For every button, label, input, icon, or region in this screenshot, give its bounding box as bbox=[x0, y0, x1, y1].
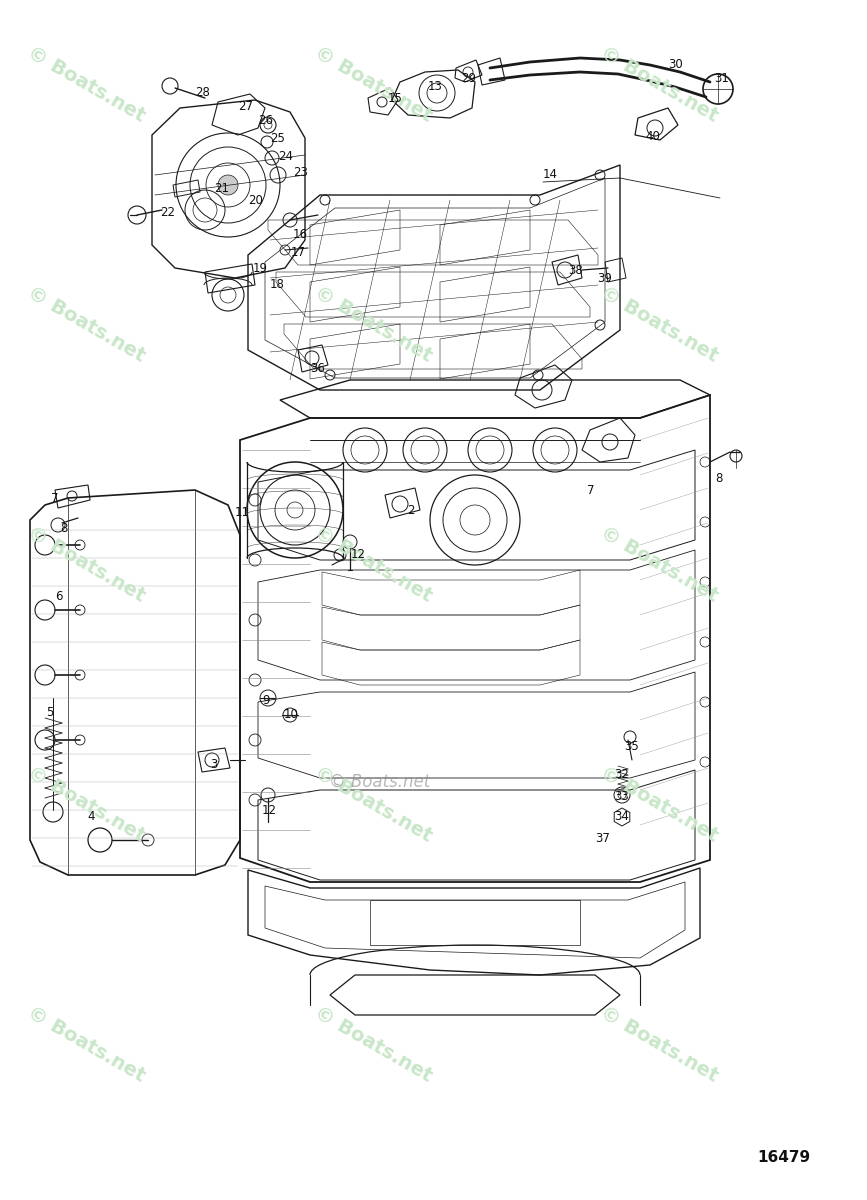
Text: 20: 20 bbox=[248, 193, 263, 206]
Text: © Boats.net: © Boats.net bbox=[24, 283, 149, 365]
Text: © Boats.net: © Boats.net bbox=[329, 773, 431, 791]
Text: 39: 39 bbox=[597, 271, 612, 284]
Text: 25: 25 bbox=[270, 132, 285, 144]
Text: © Boats.net: © Boats.net bbox=[596, 763, 721, 845]
Text: 12: 12 bbox=[262, 804, 277, 816]
Text: 22: 22 bbox=[160, 206, 175, 220]
Text: 14: 14 bbox=[543, 168, 558, 181]
Text: 40: 40 bbox=[645, 131, 660, 144]
Text: 23: 23 bbox=[293, 167, 308, 180]
Text: 8: 8 bbox=[715, 472, 722, 485]
Text: 16479: 16479 bbox=[757, 1150, 810, 1165]
Text: 11: 11 bbox=[235, 505, 250, 518]
Text: 38: 38 bbox=[568, 264, 583, 276]
Text: 17: 17 bbox=[291, 246, 306, 258]
Text: 19: 19 bbox=[253, 262, 268, 275]
Text: 31: 31 bbox=[714, 72, 729, 84]
Text: 5: 5 bbox=[46, 707, 54, 720]
Circle shape bbox=[218, 175, 238, 194]
Text: © Boats.net: © Boats.net bbox=[596, 523, 721, 605]
Text: © Boats.net: © Boats.net bbox=[310, 283, 435, 365]
Text: © Boats.net: © Boats.net bbox=[596, 1003, 721, 1085]
Text: © Boats.net: © Boats.net bbox=[310, 523, 435, 605]
Text: 13: 13 bbox=[428, 80, 443, 94]
Text: 28: 28 bbox=[195, 85, 210, 98]
Text: 15: 15 bbox=[388, 91, 403, 104]
Text: © Boats.net: © Boats.net bbox=[310, 763, 435, 845]
Text: © Boats.net: © Boats.net bbox=[310, 43, 435, 125]
Text: 30: 30 bbox=[668, 59, 682, 72]
Text: 16: 16 bbox=[293, 228, 308, 241]
Text: 18: 18 bbox=[270, 278, 285, 292]
Text: 29: 29 bbox=[461, 72, 476, 85]
Text: 36: 36 bbox=[310, 361, 325, 374]
Text: 4: 4 bbox=[87, 810, 95, 823]
Text: 8: 8 bbox=[60, 522, 68, 534]
Text: 27: 27 bbox=[238, 101, 253, 114]
Text: 2: 2 bbox=[407, 504, 414, 516]
Text: 35: 35 bbox=[624, 740, 639, 754]
Bar bbox=[370, 900, 580, 946]
Text: 37: 37 bbox=[595, 832, 610, 845]
Text: 7: 7 bbox=[587, 484, 595, 497]
Text: 21: 21 bbox=[214, 181, 229, 194]
Text: © Boats.net: © Boats.net bbox=[310, 1003, 435, 1085]
Text: © Boats.net: © Boats.net bbox=[24, 523, 149, 605]
Text: © Boats.net: © Boats.net bbox=[24, 1003, 149, 1085]
Text: © Boats.net: © Boats.net bbox=[24, 763, 149, 845]
Text: 33: 33 bbox=[614, 791, 629, 804]
Text: 3: 3 bbox=[210, 758, 218, 772]
Text: © Boats.net: © Boats.net bbox=[596, 43, 721, 125]
Text: 32: 32 bbox=[614, 768, 629, 781]
Text: 9: 9 bbox=[262, 694, 270, 707]
Text: 26: 26 bbox=[258, 114, 273, 126]
Text: 24: 24 bbox=[278, 150, 293, 162]
Text: 12: 12 bbox=[351, 548, 366, 562]
Text: © Boats.net: © Boats.net bbox=[596, 283, 721, 365]
Text: © Boats.net: © Boats.net bbox=[24, 43, 149, 125]
Text: 34: 34 bbox=[614, 810, 629, 823]
Text: 10: 10 bbox=[284, 708, 299, 720]
Text: 7: 7 bbox=[51, 492, 58, 504]
Text: 6: 6 bbox=[55, 589, 62, 602]
